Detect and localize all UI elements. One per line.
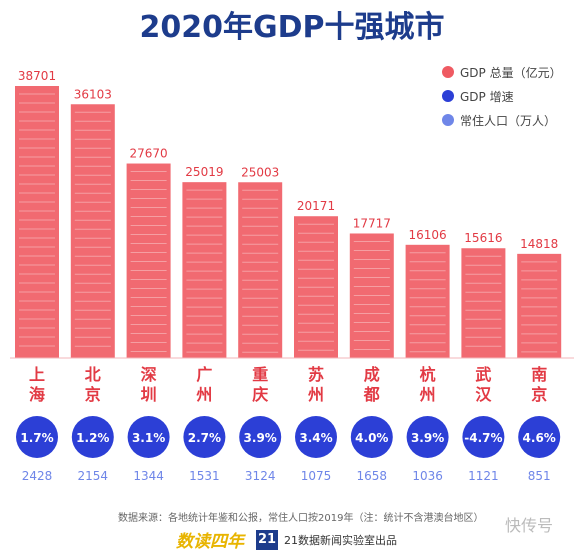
gdp-value-label: 38701	[18, 69, 56, 83]
population-label: 1036	[412, 469, 443, 483]
footer: 数读四年 21 21数据新闻实验室出品	[176, 527, 397, 552]
gdp-value-label: 36103	[74, 87, 112, 101]
city-label: 州	[307, 385, 324, 404]
city-label: 南	[531, 365, 547, 384]
city-label: 广	[196, 365, 212, 384]
growth-circle	[406, 416, 449, 458]
gdp-bar	[405, 244, 450, 358]
legend-label-growth: GDP 增速	[460, 89, 514, 104]
city-label: 成	[364, 365, 380, 384]
city-label: 北	[85, 365, 101, 384]
city-label: 杭	[420, 365, 436, 384]
population-label: 1075	[301, 469, 332, 483]
city-label: 深	[141, 365, 157, 384]
city-label: 苏	[308, 365, 324, 384]
growth-label: 1.7%	[20, 431, 53, 445]
growth-circle	[16, 416, 58, 458]
growth-label: 4.6%	[523, 431, 556, 445]
city-label: 庆	[251, 385, 268, 404]
city-label: 武	[475, 365, 491, 384]
gdp-bar	[126, 163, 171, 358]
city-label: 州	[195, 385, 212, 404]
population-label: 1344	[133, 469, 164, 483]
city-label: 圳	[141, 385, 157, 404]
logo-21-text: 21数据新闻实验室出品	[284, 533, 397, 547]
growth-label: 3.1%	[132, 431, 165, 445]
growth-circle	[127, 416, 170, 458]
growth-label: 1.2%	[76, 431, 109, 445]
legend-item-population: 常住人口（万人）	[442, 108, 562, 132]
gdp-bar	[517, 253, 562, 358]
city-label: 汉	[475, 385, 492, 404]
growth-label: -4.7%	[464, 431, 502, 445]
source-note: 数据来源：各地统计年鉴和公报，常住人口按2019年（注：统计不含港澳台地区）	[118, 513, 484, 524]
growth-label: 3.4%	[299, 431, 332, 445]
legend-item-growth: GDP 增速	[442, 84, 562, 108]
legend-label-population: 常住人口（万人）	[460, 113, 557, 128]
gdp-value-label: 27670	[130, 147, 168, 161]
legend-dot-growth	[442, 90, 454, 102]
growth-circle	[295, 416, 337, 458]
growth-circle	[239, 416, 282, 458]
gdp-bar	[294, 216, 338, 358]
growth-label: 3.9%	[244, 431, 277, 445]
legend-dot-population	[442, 114, 454, 126]
gdp-value-label: 25003	[241, 165, 279, 179]
chart-title: 2020年GDP十强城市	[139, 10, 445, 45]
logo-shudu: 数读四年	[176, 532, 244, 552]
gdp-value-label: 15616	[464, 231, 502, 245]
population-label: 2428	[22, 469, 53, 483]
city-label: 海	[29, 385, 45, 404]
population-label: 851	[528, 469, 551, 483]
growth-circle	[350, 416, 393, 458]
legend-label-gdp: GDP 总量（亿元）	[460, 65, 562, 80]
growth-circle	[71, 416, 114, 458]
city-label: 都	[363, 385, 380, 404]
gdp-bar	[15, 86, 59, 358]
population-label: 2154	[78, 469, 109, 483]
legend-item-gdp: GDP 总量（亿元）	[442, 60, 562, 84]
city-label: 京	[531, 385, 547, 404]
gdp-value-label: 17717	[353, 216, 391, 230]
gdp-bar	[349, 233, 394, 358]
gdp-bar	[182, 182, 227, 358]
population-label: 1121	[468, 469, 499, 483]
legend-dot-gdp	[442, 66, 454, 78]
growth-label: 2.7%	[188, 431, 221, 445]
population-label: 1658	[357, 469, 388, 483]
growth-circle	[518, 416, 561, 458]
city-label: 重	[252, 365, 268, 384]
gdp-value-label: 20171	[297, 199, 335, 213]
growth-circle	[462, 416, 505, 458]
growth-circle	[183, 416, 226, 458]
gdp-value-label: 16106	[409, 228, 447, 242]
population-label: 1531	[189, 469, 220, 483]
city-label: 州	[419, 385, 436, 404]
logo-21: 21	[256, 529, 278, 550]
legend: GDP 总量（亿元） GDP 增速 常住人口（万人）	[442, 60, 562, 132]
watermark: 快传号	[505, 516, 554, 535]
growth-label: 4.0%	[355, 431, 388, 445]
gdp-bar	[70, 104, 115, 359]
gdp-value-label: 25019	[185, 165, 223, 179]
gdp-bar	[238, 182, 283, 358]
city-label: 京	[85, 385, 101, 404]
city-label: 上	[29, 365, 45, 384]
growth-label: 3.9%	[411, 431, 444, 445]
gdp-value-label: 14818	[520, 237, 558, 251]
gdp-bar	[461, 248, 506, 358]
population-label: 3124	[245, 469, 276, 483]
